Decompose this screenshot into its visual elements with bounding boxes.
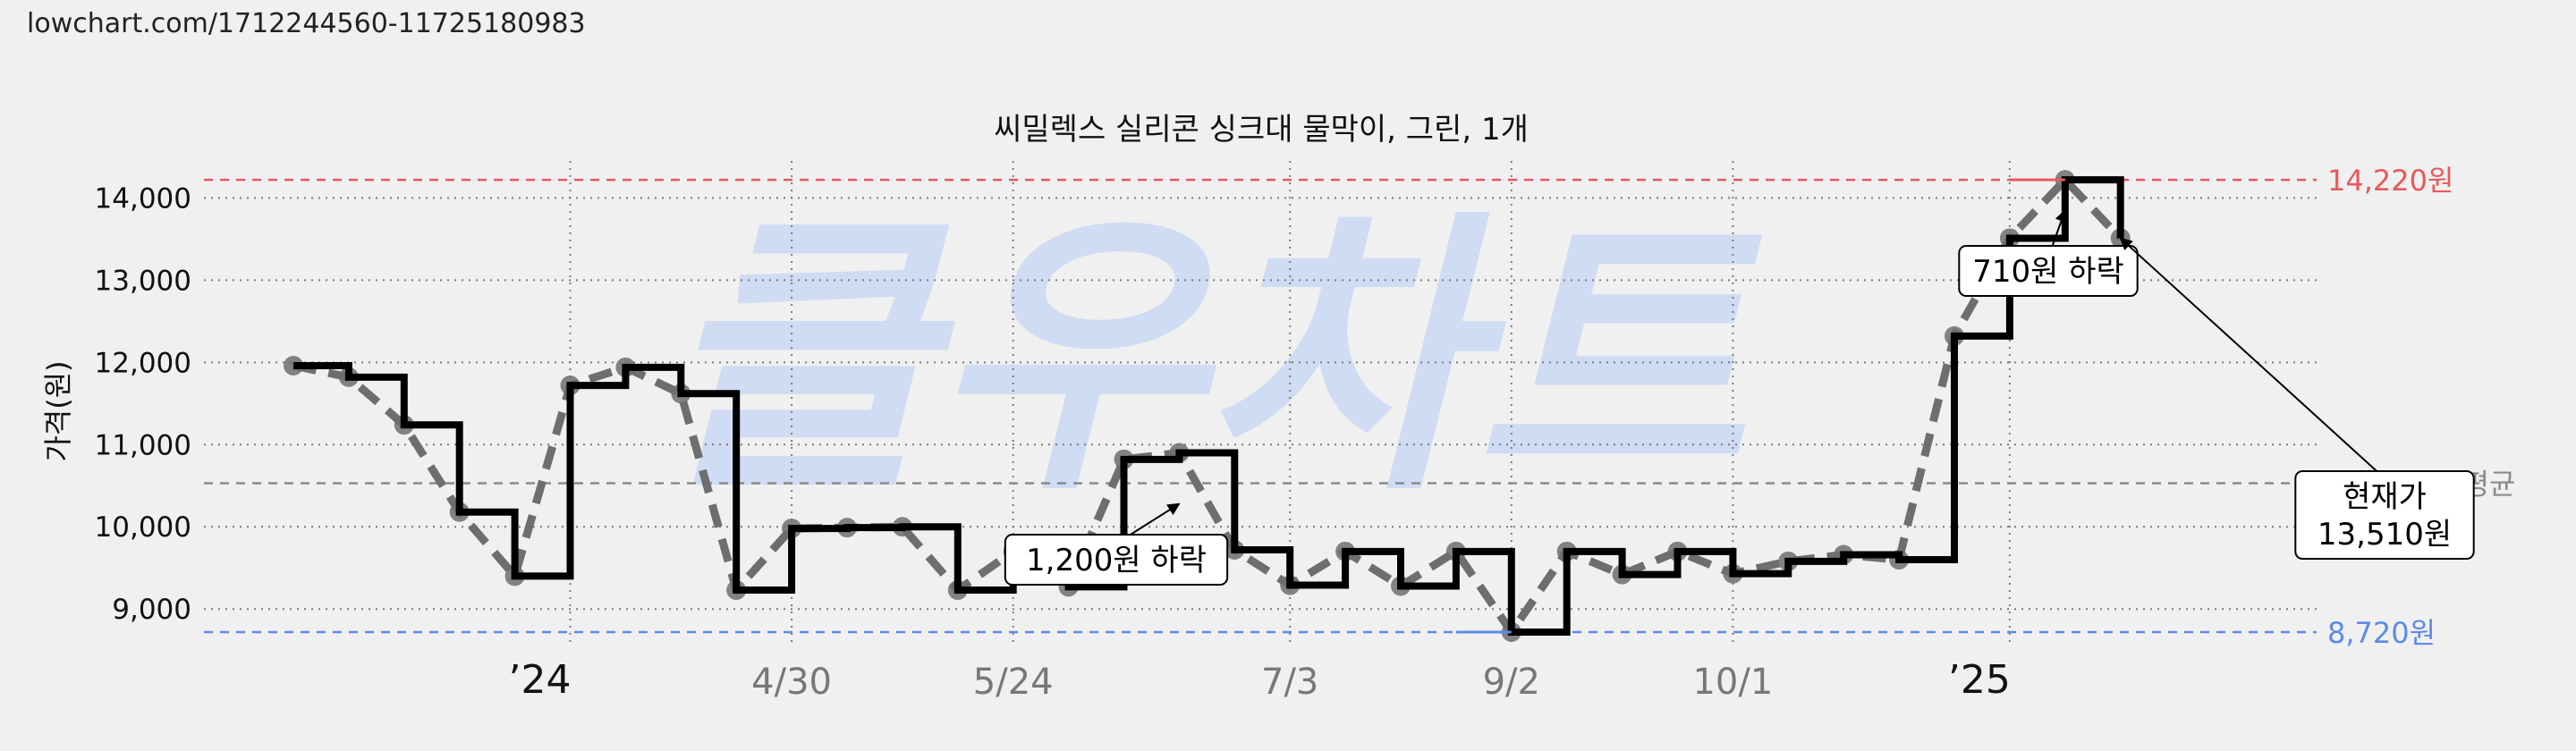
annotation-arrow [2119,237,2385,479]
chart-title: 씨밀렉스 실리콘 싱크대 물막이, 그린, 1개 [994,112,1529,148]
annotation-box [1958,245,2139,297]
series-layer [284,170,2131,642]
annotation-box [1004,534,1229,586]
x-tick-label: 9/2 [1483,662,1540,703]
x-tick-label: 4/30 [751,662,832,703]
annotation-callout: 710원 하락 [1958,208,2139,297]
x-tick-labels: ’24 4/30 5/24 7/3 9/2 10/1 ’25 [509,657,2011,703]
series-step-line [293,176,2124,636]
x-tick-label: 10/1 [1692,662,1773,703]
y-tick-label: 9,000 [112,594,191,626]
annotation-text: 현재가 [2343,479,2427,515]
y-tick-label: 13,000 [95,265,191,297]
watermark-logo: 클우차트 [660,187,1766,530]
y-axis-label: 가격(원) [41,360,75,461]
x-tick-label: ’24 [509,657,572,703]
ref-label-min: 8,720원 [2327,616,2436,650]
annotation-callout: 1,200원 하락 [1004,502,1229,586]
y-tick-label: 14,000 [95,182,191,215]
annotation-text: 710원 하락 [1972,254,2124,290]
y-tick-label: 12,000 [95,347,191,379]
series-dashed-line [292,175,2123,637]
annotation-text: 13,510원 [2318,517,2452,553]
y-tick-labels: 9,000 10,000 11,000 12,000 13,000 14,000 [95,182,191,626]
annotation-text: 1,200원 하락 [1026,543,1207,578]
x-tick-label: ’25 [1948,657,2011,703]
x-tick-label: 5/24 [973,662,1054,703]
url-text[interactable]: lowchart.com/1712244560-11725180983 [27,8,586,39]
y-tick-label: 11,000 [95,429,191,461]
x-tick-label: 7/3 [1261,662,1318,703]
ref-label-max: 14,220원 [2327,164,2453,198]
annotation-box [2294,470,2475,560]
y-tick-label: 10,000 [95,511,191,544]
